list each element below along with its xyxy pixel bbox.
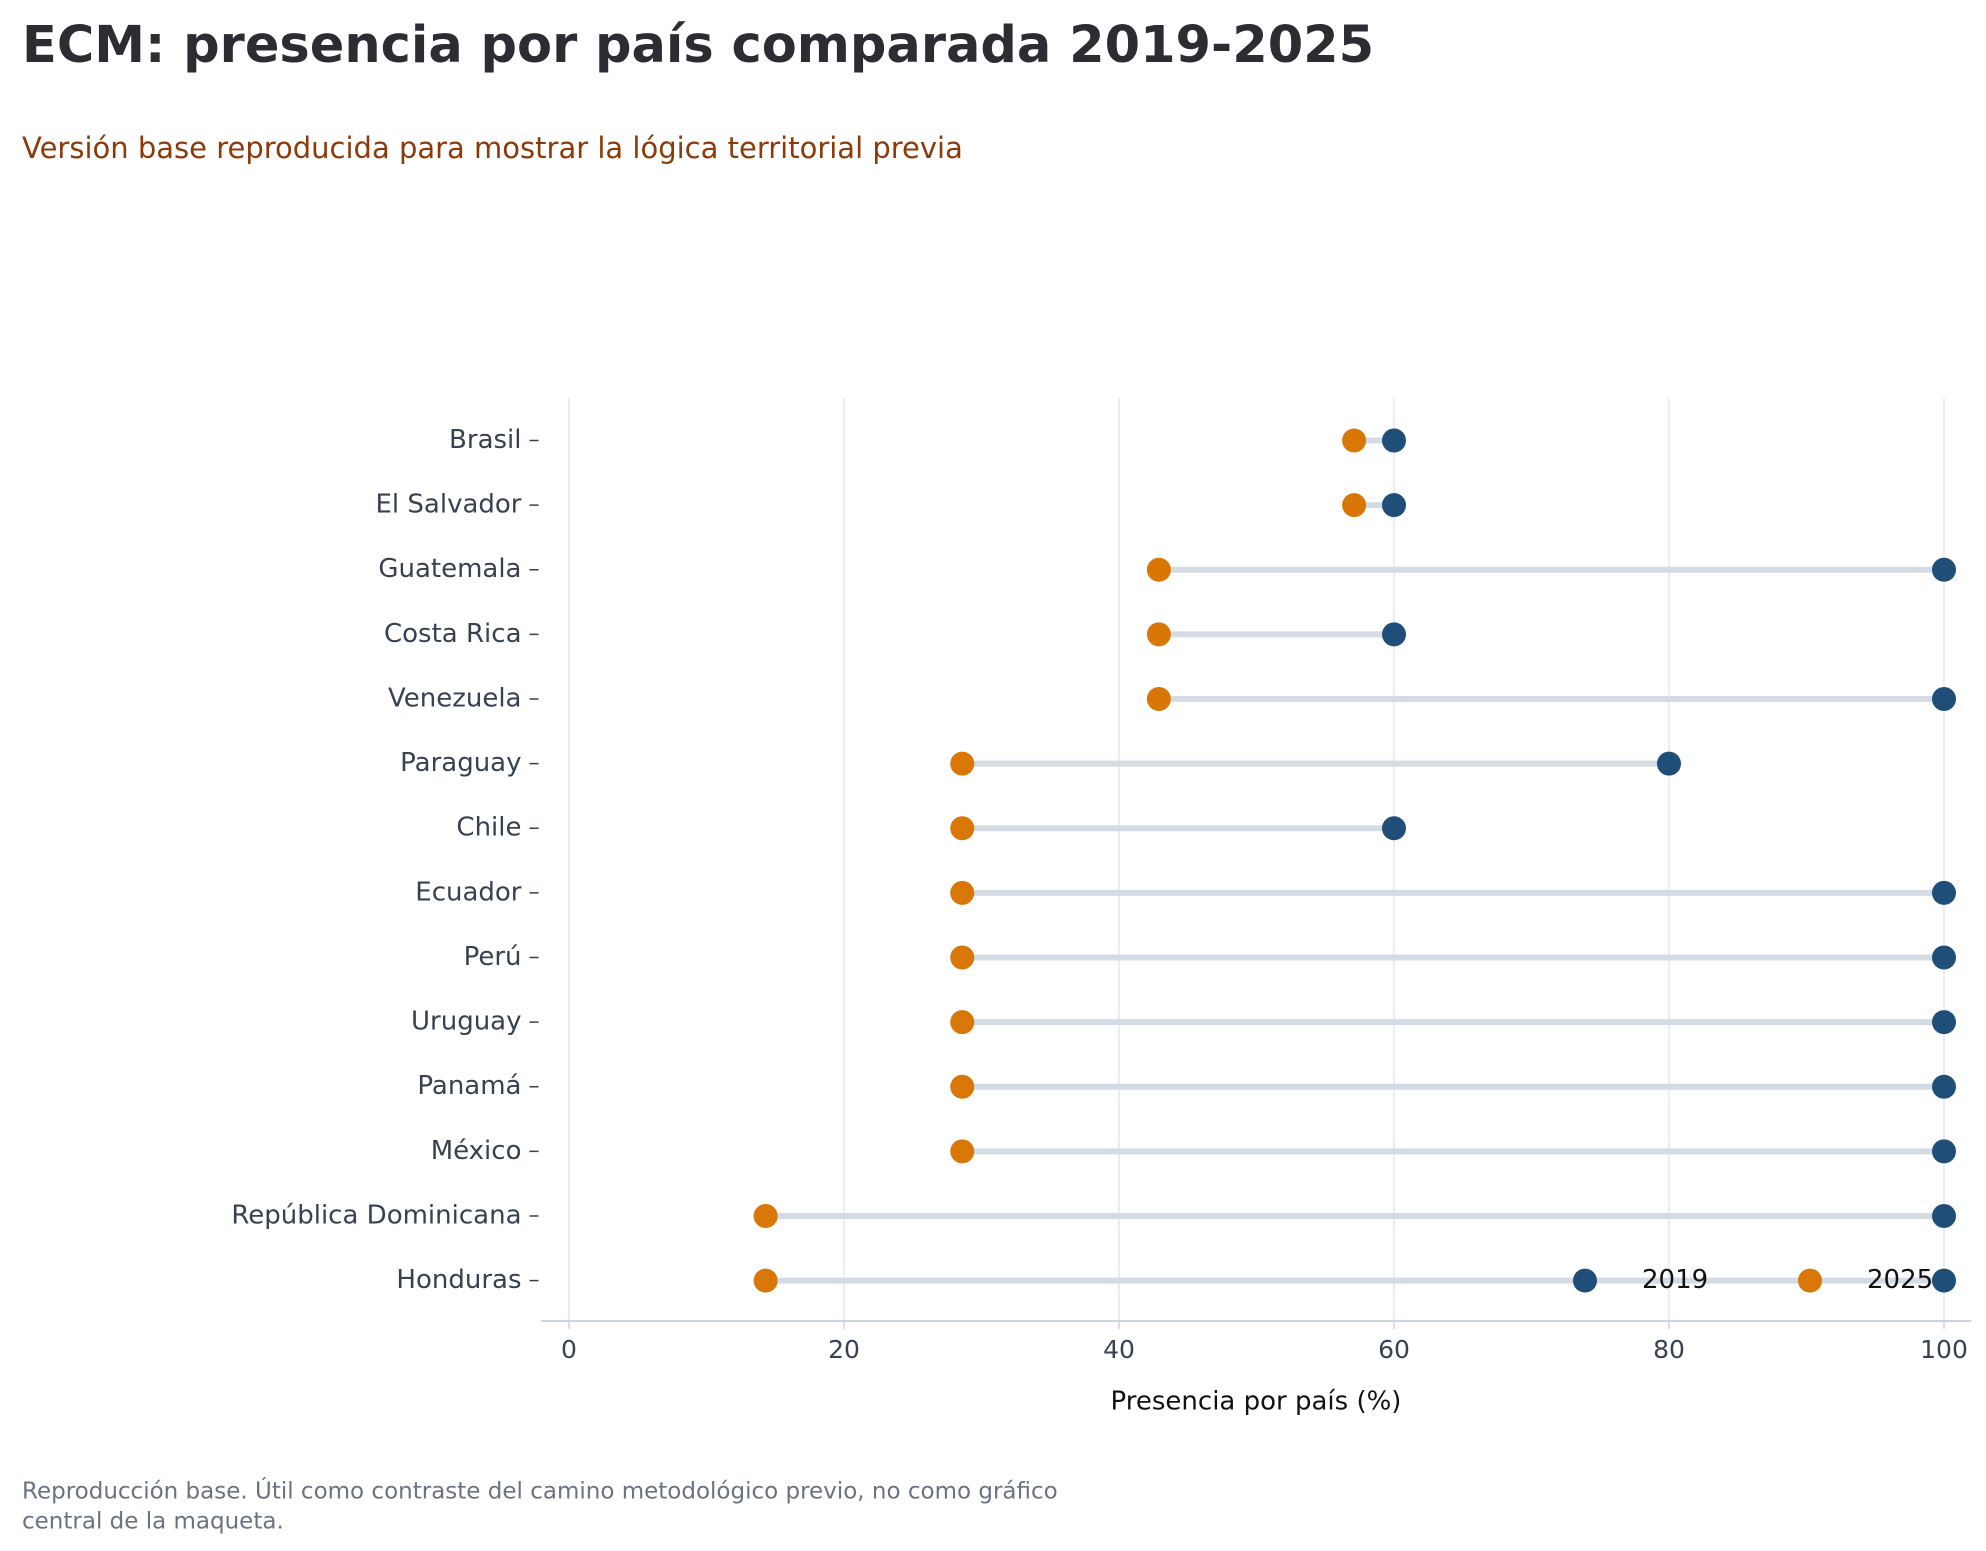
y-tick-label: Venezuela — [388, 683, 522, 713]
dot — [1342, 428, 1367, 453]
y-tick-label: Honduras — [396, 1265, 521, 1295]
dot — [1932, 1268, 1956, 1293]
y-tick-label: Brasil — [449, 425, 521, 455]
x-tick-label: 20 — [828, 1335, 860, 1364]
dot — [1657, 751, 1681, 776]
dot — [1342, 493, 1367, 518]
dot — [950, 816, 975, 841]
footnote: central de la maqueta. — [22, 1509, 284, 1535]
dot — [1932, 880, 1956, 905]
dot — [1146, 686, 1171, 711]
dot — [950, 1074, 975, 1099]
dot — [1382, 816, 1406, 841]
legend-label: 2019 — [1642, 1265, 1708, 1295]
legend-marker — [1573, 1268, 1597, 1293]
y-tick-label: El Salvador — [376, 490, 522, 520]
dot — [753, 1203, 778, 1228]
dot — [950, 945, 975, 970]
dot — [753, 1268, 778, 1293]
x-tick-label: 80 — [1653, 1335, 1685, 1364]
x-tick-label: 60 — [1378, 1335, 1410, 1364]
y-tick-label: Panamá — [417, 1071, 521, 1101]
dot — [950, 880, 975, 905]
dot — [1146, 557, 1171, 582]
y-tick-label: Chile — [456, 813, 521, 843]
legend-label: 2025 — [1867, 1265, 1933, 1295]
chart-subtitle: Versión base reproducida para mostrar la… — [22, 131, 963, 165]
dot — [1146, 622, 1171, 647]
y-tick-label: Uruguay — [411, 1007, 522, 1037]
dot — [1932, 1139, 1956, 1164]
x-tick-label: 0 — [561, 1335, 577, 1364]
dot — [1382, 622, 1406, 647]
footnote: Reproducción base. Útil como contraste d… — [22, 1477, 1058, 1505]
legend-marker — [1798, 1268, 1822, 1293]
y-tick-label: México — [431, 1136, 522, 1166]
y-tick-label: Guatemala — [378, 554, 521, 584]
dot — [950, 1139, 975, 1164]
x-tick-label: 40 — [1103, 1335, 1135, 1364]
dot — [1932, 1074, 1956, 1099]
dot — [1382, 493, 1406, 518]
dot — [1932, 1203, 1956, 1228]
chart-title: ECM: presencia por país comparada 2019-2… — [22, 16, 1374, 75]
dot — [950, 751, 975, 776]
y-tick-label: Ecuador — [415, 877, 522, 907]
y-tick-label: Perú — [464, 942, 522, 972]
x-tick-label: 100 — [1920, 1335, 1968, 1364]
y-tick-label: Paraguay — [400, 748, 521, 778]
dot — [1932, 945, 1956, 970]
y-tick-label: Costa Rica — [384, 619, 522, 649]
x-axis-label: Presencia por país (%) — [1111, 1387, 1402, 1417]
dot — [1932, 686, 1956, 711]
dot — [950, 1010, 975, 1035]
dot — [1932, 557, 1956, 582]
dot — [1932, 1010, 1956, 1035]
dot — [1382, 428, 1406, 453]
y-tick-label: República Dominicana — [231, 1200, 521, 1230]
